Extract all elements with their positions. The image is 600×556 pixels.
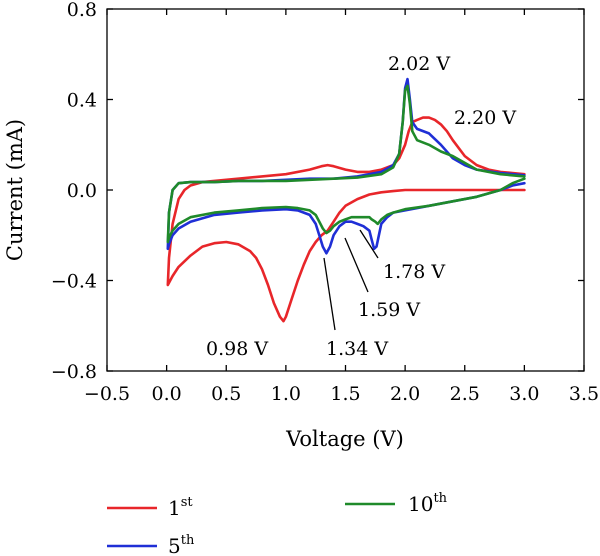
x-tick-label: 0.0 — [152, 383, 182, 405]
annotation-1-78: 1.78 V — [383, 261, 445, 283]
legend-label-sup: th — [181, 533, 195, 548]
legend-label-base: 5 — [168, 534, 181, 556]
legend-label-5th: 5th — [168, 533, 195, 556]
x-tick-label: 3.0 — [509, 383, 539, 405]
series-line-10th — [166, 84, 526, 244]
leader-1-59 — [344, 237, 369, 293]
y-axis-label: Current (mA) — [3, 119, 27, 261]
series-layer — [166, 77, 526, 323]
legend-label-base: 10 — [408, 492, 433, 516]
y-tick-label: −0.8 — [51, 361, 97, 383]
annotation-1-59: 1.59 V — [358, 299, 420, 321]
y-tick-label: 0.8 — [67, 0, 97, 21]
x-tick-label: 2.0 — [390, 383, 420, 405]
x-tick-label: 0.5 — [211, 383, 241, 405]
annotation-2-20: 2.20 V — [454, 107, 516, 129]
leader-1-34 — [323, 257, 336, 331]
x-tick-label: −0.5 — [84, 383, 130, 405]
x-tick-label: 3.5 — [569, 383, 599, 405]
y-tick-label: −0.4 — [51, 271, 97, 293]
x-tick-label: 2.5 — [450, 383, 480, 405]
x-tick-label: 1.5 — [330, 383, 360, 405]
annotation-leaders — [323, 229, 379, 331]
legend-label-sup: st — [181, 495, 194, 510]
y-tick-label: 0.0 — [67, 180, 97, 202]
x-tick-label: 1.0 — [271, 383, 301, 405]
axis-ticks: −0.5 0.0 0.5 1.0 1.5 2.0 2.5 3.0 3.5 −0.8 −0.4 0.0 0… — [51, 0, 599, 405]
legend-label-1st: 1st — [168, 495, 193, 520]
leader-1-78 — [359, 229, 379, 259]
series-line-1st — [166, 116, 526, 323]
x-axis-label: Voltage (V) — [285, 427, 404, 451]
y-tick-label: 0.4 — [67, 90, 97, 112]
legend-label-sup: th — [433, 491, 447, 506]
annotation-2-02: 2.02 V — [388, 53, 450, 75]
legend-label-10th: 10th — [408, 491, 448, 516]
series-line-5th — [166, 77, 526, 255]
annotation-1-34: 1.34 V — [326, 338, 388, 360]
annotation-0-98: 0.98 V — [206, 338, 268, 360]
legend-label-base: 1 — [168, 496, 181, 520]
